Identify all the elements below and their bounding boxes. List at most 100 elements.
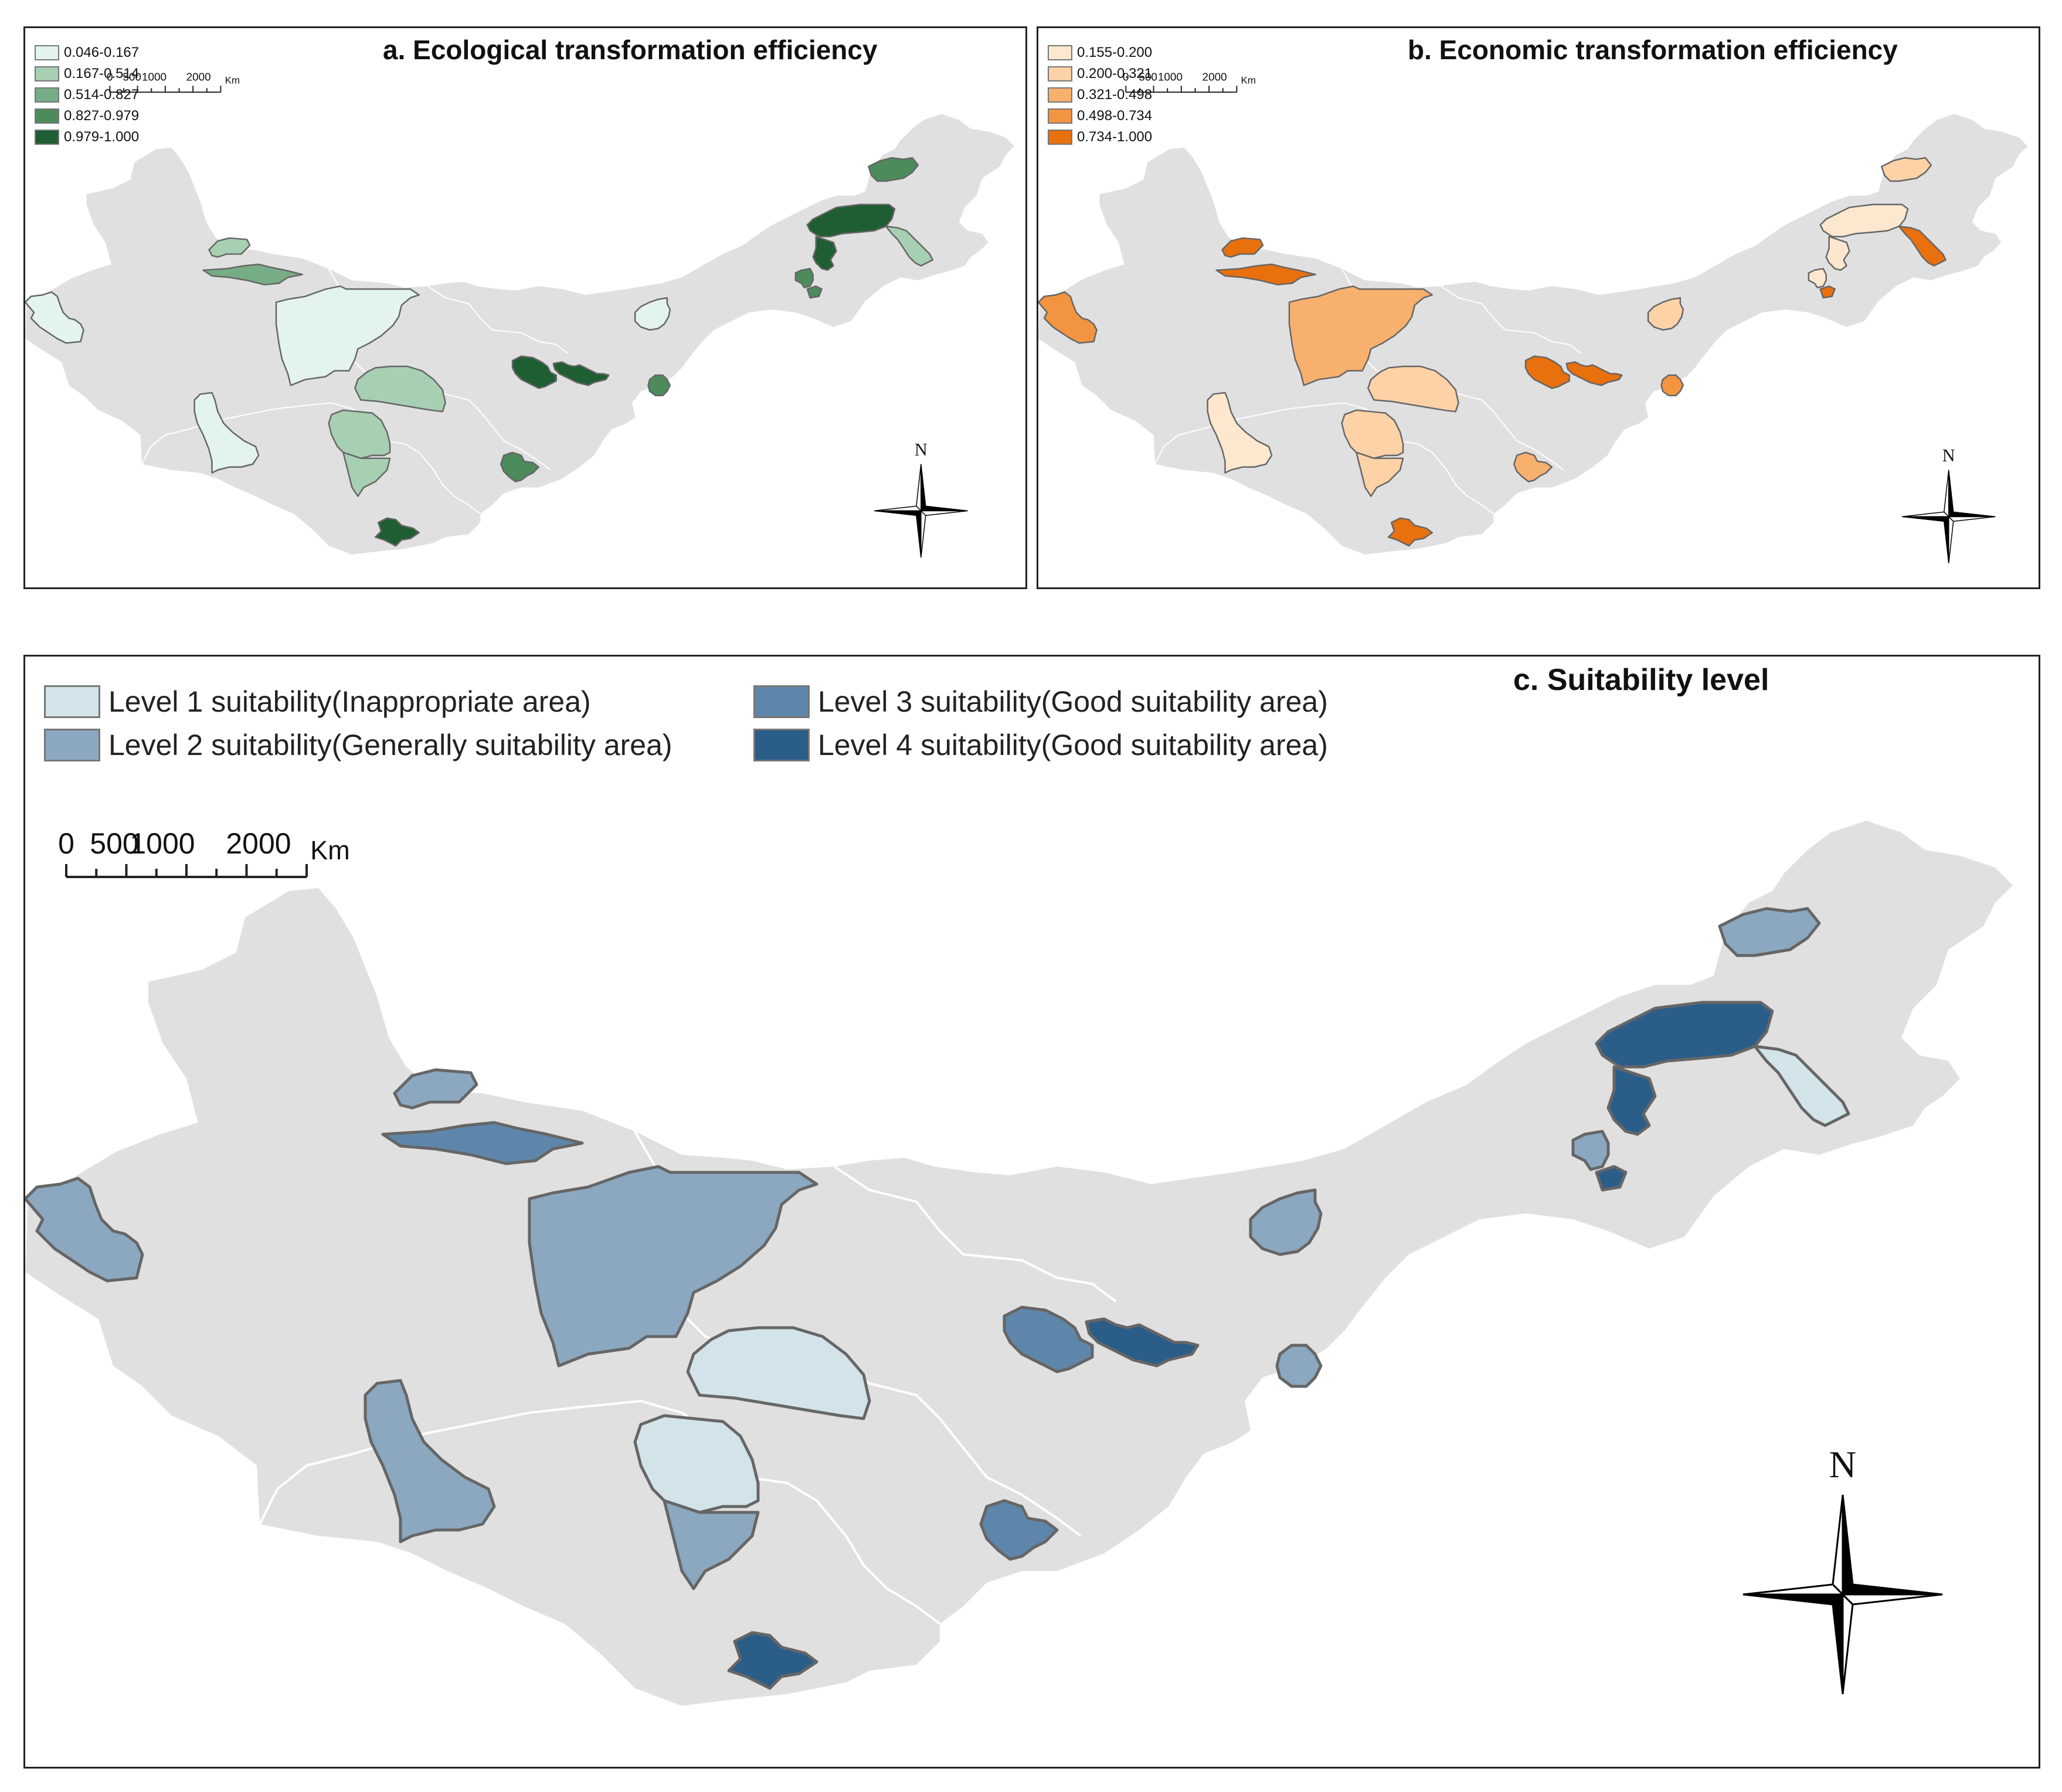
legend-item: 0.046-0.167 bbox=[35, 42, 139, 63]
region-beijing bbox=[1819, 285, 1836, 299]
region-xilin-s bbox=[1606, 1065, 1657, 1136]
legend-label: 0.046-0.167 bbox=[64, 45, 140, 60]
province-boundary bbox=[834, 1365, 1082, 1537]
panel-title-economic: b. Economic transformation efficiency bbox=[1408, 35, 1898, 65]
scale-bar-label: 0 bbox=[107, 71, 113, 83]
region-ngari bbox=[364, 1379, 496, 1543]
region-zhangjiakou bbox=[794, 268, 814, 288]
legend-swatch bbox=[35, 45, 59, 60]
north-arrow-icon bbox=[874, 464, 968, 558]
region-xilin-s bbox=[1825, 236, 1850, 271]
legend-label: 0.827-0.979 bbox=[64, 108, 140, 124]
province-boundary bbox=[427, 385, 551, 471]
north-arrow-icon bbox=[1742, 1494, 1943, 1695]
region-nagqu-s bbox=[1356, 451, 1404, 497]
north-arrow-icon bbox=[1902, 470, 1996, 564]
scale-bar-unit: Km bbox=[225, 74, 240, 86]
legend-label: Level 4 suitability(Good suitability are… bbox=[818, 729, 1328, 761]
region-qaidam bbox=[686, 1326, 871, 1420]
scale-bar-label: 2000 bbox=[1202, 71, 1227, 83]
map-panel-economic: 0 500 1000 2000 Km N 0.155-0.200 0.200-0.321 0.… bbox=[1037, 26, 2040, 589]
province-boundary bbox=[259, 1399, 682, 1525]
legend-item: Level 1 suitability(Inappropriate area) bbox=[44, 680, 777, 723]
province-boundary bbox=[141, 402, 352, 465]
scale-bar-label: 500 bbox=[123, 71, 141, 83]
region-beijing bbox=[806, 285, 823, 299]
economic-map: 0 500 1000 2000 Km N bbox=[1038, 71, 2028, 564]
region-altay bbox=[1221, 237, 1264, 258]
region-shannan bbox=[727, 1631, 818, 1690]
region-tarim bbox=[528, 1165, 818, 1368]
scale-bar-label: 2000 bbox=[226, 827, 291, 860]
legend-suitability-right: Level 3 suitability(Good suitability are… bbox=[753, 680, 1457, 767]
legend-item: Level 3 suitability(Good suitability are… bbox=[753, 680, 1457, 723]
province-boundary bbox=[427, 285, 569, 354]
region-hexi-a bbox=[1003, 1305, 1094, 1373]
legend-item: 0.498-0.734 bbox=[1048, 106, 1152, 127]
scale-bar-label: 1000 bbox=[1158, 71, 1183, 83]
map-panel-suitability: 0 500 1000 2000 Km N Level 1 suitability(Inap… bbox=[23, 655, 2040, 1769]
region-altay bbox=[208, 237, 251, 258]
legend-label: 0.167-0.514 bbox=[64, 66, 140, 81]
region-west bbox=[25, 291, 84, 344]
legend-item: 0.321-0.498 bbox=[1048, 84, 1152, 106]
legend-ecological: 0.046-0.167 0.167-0.514 0.514-0.827 0.827-0… bbox=[35, 42, 139, 148]
legend-item: 0.155-0.200 bbox=[1048, 42, 1152, 63]
legend-swatch bbox=[753, 729, 810, 761]
scale-bar bbox=[65, 864, 308, 878]
legend-swatch bbox=[35, 87, 59, 103]
north-label: N bbox=[1829, 1443, 1857, 1485]
region-shannan bbox=[1387, 517, 1433, 547]
scale-bar-unit: Km bbox=[310, 835, 350, 865]
legend-swatch bbox=[44, 729, 100, 761]
region-hulun bbox=[868, 157, 919, 182]
region-hexi-a bbox=[1524, 355, 1571, 389]
region-ili bbox=[202, 263, 304, 285]
region-ordos bbox=[1647, 297, 1684, 331]
scale-bar-unit: Km bbox=[1241, 74, 1256, 86]
scale-bar-label: 2000 bbox=[186, 71, 211, 83]
region-ili bbox=[1215, 263, 1317, 285]
legend-label: 0.321-0.498 bbox=[1077, 87, 1153, 103]
region-hexi-a bbox=[511, 355, 558, 389]
legend-item: 0.200-0.321 bbox=[1048, 63, 1152, 84]
region-west bbox=[25, 1176, 144, 1283]
province-boundary bbox=[1441, 285, 1582, 354]
scale-bar-label: 500 bbox=[90, 827, 138, 860]
legend-swatch bbox=[1048, 66, 1072, 81]
legend-label: Level 3 suitability(Good suitability are… bbox=[818, 685, 1328, 718]
legend-swatch bbox=[1048, 130, 1072, 145]
region-gansu-s bbox=[979, 1499, 1059, 1561]
legend-label: 0.200-0.321 bbox=[1077, 66, 1153, 81]
region-ngari bbox=[193, 392, 260, 474]
region-ordos bbox=[1249, 1188, 1323, 1256]
region-hexi-b bbox=[1085, 1317, 1200, 1368]
legend-swatch bbox=[1048, 108, 1072, 124]
region-west bbox=[1038, 291, 1098, 344]
north-label: N bbox=[1942, 446, 1955, 465]
region-beijing bbox=[1595, 1165, 1628, 1192]
province-boundary bbox=[833, 1165, 1117, 1303]
legend-label: Level 1 suitability(Inappropriate area) bbox=[108, 685, 591, 718]
region-nagqu bbox=[328, 409, 391, 460]
region-shanxi bbox=[647, 374, 671, 397]
region-chifeng bbox=[885, 225, 934, 267]
scale-bar bbox=[1125, 86, 1238, 93]
legend-label: 0.514-0.827 bbox=[64, 87, 140, 103]
region-shannan bbox=[374, 517, 420, 547]
legend-swatch bbox=[1048, 45, 1072, 60]
region-hexi-b bbox=[552, 361, 610, 386]
province-boundary bbox=[1441, 385, 1564, 471]
region-nagqu-s bbox=[342, 451, 391, 497]
map-panel-ecological: 0 500 1000 2000 Km N 0.046-0.167 0.167-0.514 0.… bbox=[23, 26, 1027, 589]
ecological-map: 0 500 1000 2000 Km N bbox=[25, 71, 1015, 558]
region-nagqu bbox=[1341, 409, 1404, 460]
legend-label: 0.155-0.200 bbox=[1077, 45, 1153, 60]
region-ngari bbox=[1207, 392, 1273, 474]
scale-bar bbox=[109, 86, 222, 93]
legend-label: 0.498-0.734 bbox=[1077, 108, 1153, 124]
region-hulun bbox=[1881, 157, 1932, 182]
legend-swatch bbox=[1048, 87, 1072, 103]
region-qaidam bbox=[1367, 365, 1459, 413]
